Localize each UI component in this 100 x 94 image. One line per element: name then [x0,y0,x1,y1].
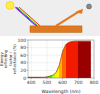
plot-background [28,40,94,78]
tick [27,78,29,79]
tick [27,47,29,48]
tick-label: 800 [90,80,99,85]
diagram [0,0,100,36]
incoming-light [19,7,40,26]
tick-label: 0 [23,76,26,81]
x-axis-label: Wavelength (nm) [42,89,81,94]
reflectance-area [28,41,91,78]
y-axis-label-line: reflectance (%) [12,44,17,74]
reflected-light [56,11,80,26]
grid-line [31,40,32,78]
incoming-light [18,7,39,26]
surface [30,26,82,32]
incoming-light [16,7,37,26]
tick-label: 500 [43,80,52,85]
tick [27,55,29,56]
tick-label: 40 [20,60,26,65]
incoming-light [15,7,36,26]
diagram-background [0,0,100,36]
tick [27,62,29,63]
plot-area [28,41,91,78]
tick-label: 700 [74,80,83,85]
plot-frame [28,40,94,78]
tick-label: 600 [58,80,67,85]
incoming-light [17,7,38,26]
sun [6,1,14,9]
tick-label: 100 [17,38,26,43]
tick-label: 20 [20,68,26,73]
y-axis-label: Energyreflectingfactor /reflectance (%) [0,44,17,74]
tick [27,70,29,71]
tick-label: 400 [27,80,36,85]
sensor [87,4,92,9]
chart: 400 500 600 700 800 0 20 40 60 80 100 Wavelength (n… [0,0,100,94]
reflected-light-arrow [75,9,83,14]
tick-label: 60 [20,53,26,58]
reflectance-line [28,41,91,77]
tick-label: 80 [20,45,26,50]
tick [27,40,29,41]
grid-line [46,40,47,78]
